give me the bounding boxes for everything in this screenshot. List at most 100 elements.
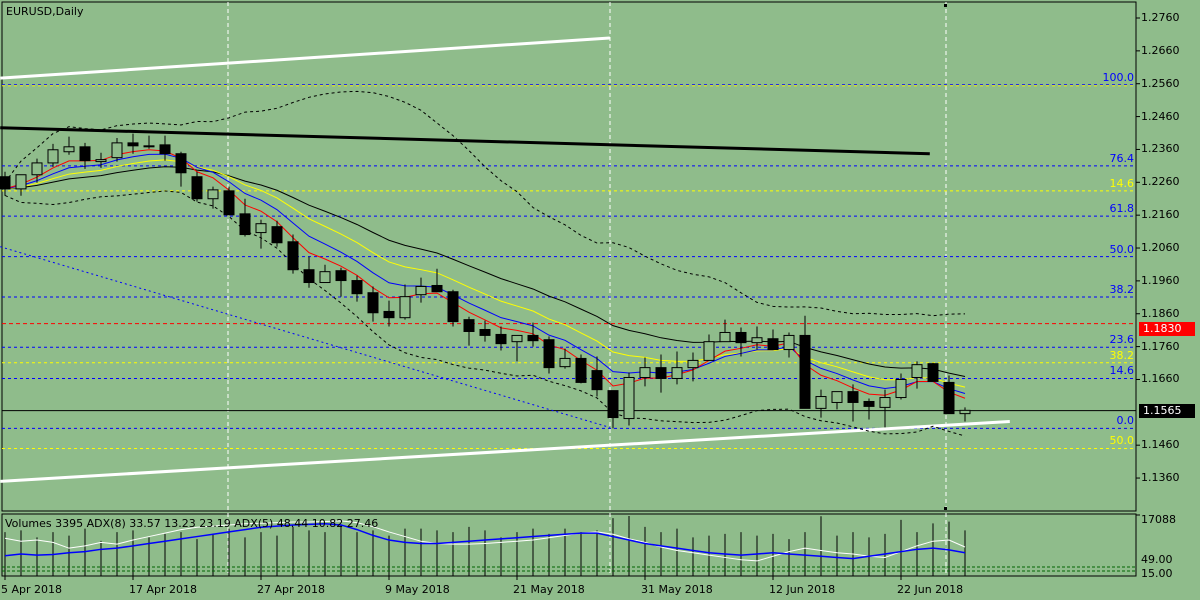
bearish-candle-body [575, 357, 587, 383]
fib-level-label: 50.0 [1109, 242, 1135, 256]
bearish-candle-body [495, 333, 507, 345]
bearish-candle-body [527, 334, 539, 342]
candle [783, 332, 795, 358]
candle [591, 356, 603, 397]
bearish-candle-body [847, 391, 859, 403]
candle [479, 320, 491, 342]
date-axis-label: 22 Jun 2018 [897, 583, 964, 596]
fib-level-label: 100.0 [1102, 70, 1135, 84]
indicator-subwindow-frame [1, 513, 1137, 577]
bearish-candle-body [191, 176, 203, 200]
candle [911, 361, 923, 389]
bearish-candle-body [79, 146, 91, 162]
bearish-candle-body [799, 334, 811, 409]
candle [399, 284, 411, 320]
candle [191, 171, 203, 202]
fib-level-label: 61.8 [1109, 202, 1135, 216]
candle [687, 352, 699, 382]
indicator-scale-bottom-b: 15.00 [1141, 567, 1173, 580]
candle [127, 133, 139, 154]
bearish-candle-body [463, 319, 475, 332]
long-ma-line [0, 126, 930, 156]
line-handle-top [944, 4, 947, 7]
price-axis-label: 1.1960 [1141, 273, 1180, 287]
volume-scale-top: 17088 [1141, 513, 1176, 526]
bearish-candle-body [303, 269, 315, 284]
candle [575, 354, 587, 384]
bullish-candle-body [959, 409, 971, 415]
bullish-candle-body [879, 397, 891, 408]
blue-channel-line [0, 246, 610, 428]
date-axis-label: 17 Apr 2018 [129, 583, 198, 596]
bullish-candle-body [111, 142, 123, 159]
bearish-candle-body [479, 329, 491, 336]
fib-level-label: 50.0 [1109, 434, 1135, 448]
bearish-candle-body [447, 291, 459, 323]
bullish-candle-body [255, 223, 267, 234]
bearish-candle-body [127, 142, 139, 147]
candle [159, 135, 171, 161]
price-axis-label: 1.2360 [1141, 142, 1180, 156]
bullish-candle-body [639, 367, 651, 378]
candle [175, 151, 187, 187]
bearish-candle-body [287, 241, 299, 271]
candle [959, 407, 971, 422]
bullish-candle-body [719, 331, 731, 343]
date-axis-label: 31 May 2018 [641, 583, 713, 596]
candle [831, 391, 843, 410]
candle [79, 142, 91, 169]
date-axis-label: 27 Apr 2018 [257, 583, 326, 596]
bullish-candle-body [815, 396, 827, 409]
ema-8-line [4, 153, 966, 394]
candle [143, 135, 155, 149]
candle [639, 357, 651, 387]
bullish-candle-body [399, 296, 411, 319]
candle [847, 384, 859, 422]
candle [303, 256, 315, 288]
date-axis-label: 12 Jun 2018 [769, 583, 836, 596]
bullish-candle-body [623, 376, 635, 420]
candle [223, 186, 235, 216]
candle [607, 390, 619, 429]
bearish-candle-body [735, 331, 747, 344]
candle [207, 186, 219, 209]
candle [671, 351, 683, 385]
bullish-candle-body [783, 334, 795, 351]
candle [287, 234, 299, 274]
candle [47, 143, 59, 167]
candle [0, 171, 11, 196]
fib-level-label: 0.0 [1116, 414, 1135, 428]
fib-level-label: 38.2 [1109, 282, 1135, 296]
candle [415, 277, 427, 303]
bearish-candle-body [591, 370, 603, 391]
bearish-candle-body [223, 190, 235, 216]
fib-level-label: 38.2 [1109, 348, 1135, 362]
candle [111, 137, 123, 162]
price-axis-label: 1.2560 [1141, 76, 1180, 90]
price-axis-label: 1.1460 [1141, 438, 1180, 452]
bullish-candle-body [143, 145, 155, 148]
fib-level-label: 14.6 [1109, 176, 1135, 190]
ema-5-line [4, 149, 966, 399]
candle [319, 264, 331, 284]
bearish-candle-body [431, 284, 443, 293]
bullish-candle-body [207, 189, 219, 200]
bullish-candle-body [687, 359, 699, 369]
date-axis-label: 5 Apr 2018 [1, 583, 63, 596]
candle [543, 336, 555, 374]
bullish-candle-body [671, 367, 683, 379]
candle [863, 398, 875, 420]
bearish-candle-body [943, 381, 955, 415]
bullish-candle-body [703, 341, 715, 361]
indicator-scale-bottom-a: 49.00 [1141, 553, 1173, 566]
candle [735, 327, 747, 357]
candle [31, 158, 43, 183]
current-price-tag: 1.1565 [1139, 404, 1195, 418]
candle [815, 389, 827, 418]
candle [271, 220, 283, 247]
candle [63, 136, 75, 155]
date-axis-label: 9 May 2018 [385, 583, 450, 596]
bullish-candle-body [63, 146, 75, 153]
